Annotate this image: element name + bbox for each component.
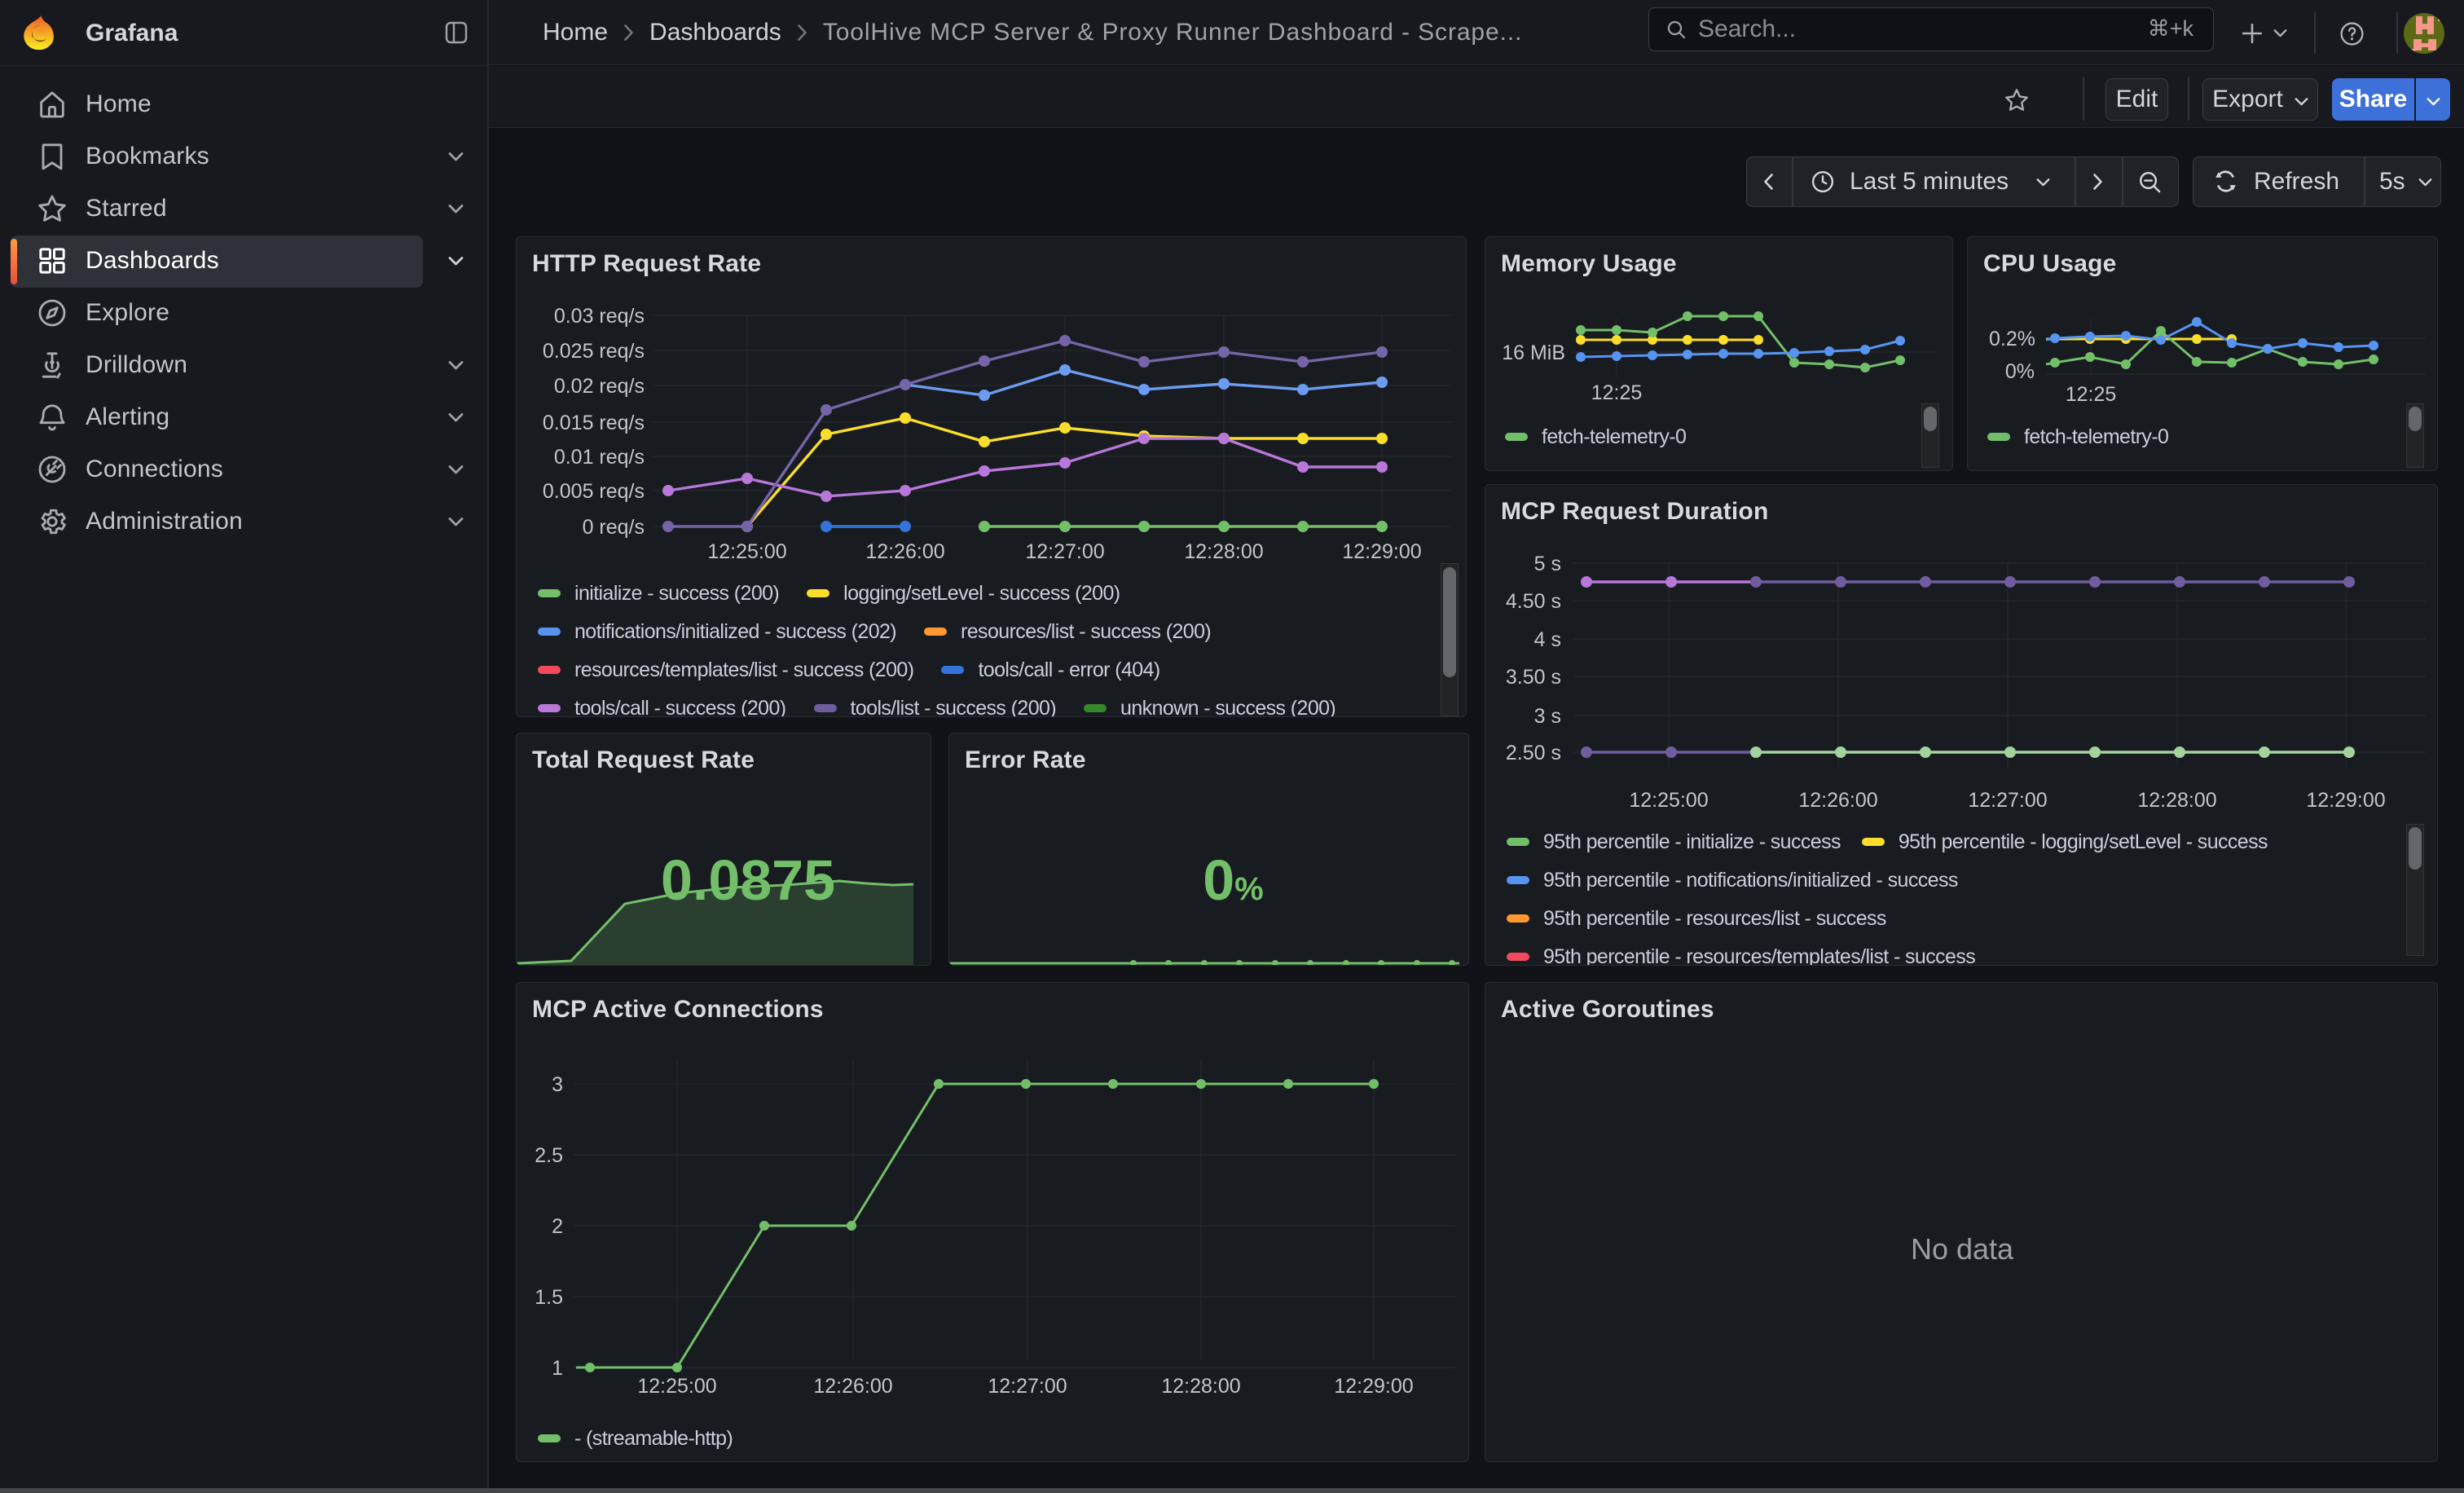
svg-text:3: 3 [552,1073,563,1096]
svg-text:12:25:00: 12:25:00 [637,1375,716,1398]
svg-text:4 s: 4 s [1534,628,1561,651]
svg-text:0 req/s: 0 req/s [583,516,645,539]
svg-text:0.025 req/s: 0.025 req/s [543,340,645,363]
svg-text:2.5: 2.5 [535,1144,563,1167]
svg-text:12:25:00: 12:25:00 [707,540,786,563]
svg-text:12:27:00: 12:27:00 [988,1375,1067,1398]
svg-text:3.50 s: 3.50 s [1506,666,1561,689]
svg-text:12:26:00: 12:26:00 [1798,789,1877,812]
svg-text:16 MiB: 16 MiB [1502,341,1565,364]
svg-text:12:26:00: 12:26:00 [865,540,944,563]
svg-text:4.50 s: 4.50 s [1506,590,1561,613]
svg-text:12:25: 12:25 [2066,383,2117,406]
svg-text:12:29:00: 12:29:00 [2306,789,2385,812]
svg-text:0.015 req/s: 0.015 req/s [543,412,645,434]
svg-text:0.02 req/s: 0.02 req/s [554,375,645,398]
svg-text:5 s: 5 s [1534,553,1561,575]
svg-text:12:28:00: 12:28:00 [2137,789,2216,812]
svg-text:0%: 0% [2005,360,2035,383]
svg-text:12:28:00: 12:28:00 [1184,540,1263,563]
svg-text:0.2%: 0.2% [1989,328,2035,350]
svg-text:12:26:00: 12:26:00 [813,1375,892,1398]
svg-text:12:27:00: 12:27:00 [1968,789,2047,812]
svg-text:2: 2 [552,1215,563,1238]
svg-text:12:29:00: 12:29:00 [1342,540,1421,563]
svg-text:12:28:00: 12:28:00 [1161,1375,1240,1398]
svg-text:12:25: 12:25 [1591,381,1643,404]
svg-text:2.50 s: 2.50 s [1506,742,1561,764]
svg-text:0.03 req/s: 0.03 req/s [554,305,645,328]
svg-text:1: 1 [552,1357,563,1380]
svg-text:0.005 req/s: 0.005 req/s [543,480,645,503]
svg-text:12:27:00: 12:27:00 [1025,540,1104,563]
svg-text:1.5: 1.5 [535,1286,563,1309]
svg-text:3 s: 3 s [1534,705,1561,728]
svg-text:12:29:00: 12:29:00 [1334,1375,1413,1398]
svg-text:12:25:00: 12:25:00 [1629,789,1708,812]
svg-text:0.01 req/s: 0.01 req/s [554,446,645,469]
